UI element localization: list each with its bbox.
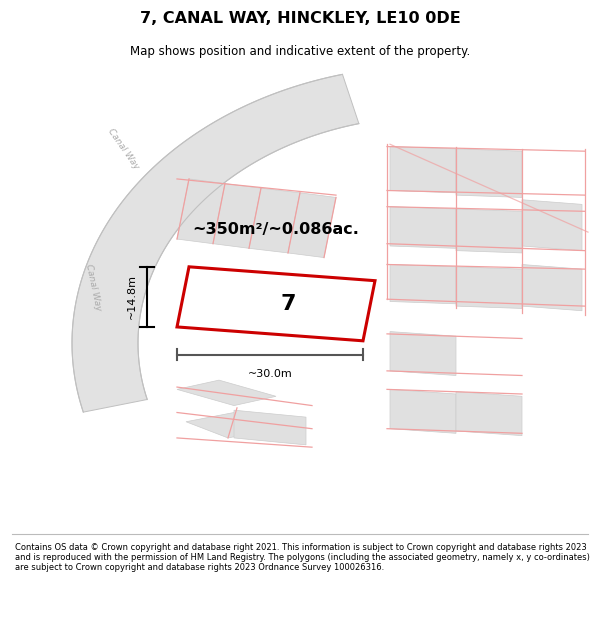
Text: ~350m²/~0.086ac.: ~350m²/~0.086ac. — [193, 222, 359, 238]
Text: 7, CANAL WAY, HINCKLEY, LE10 0DE: 7, CANAL WAY, HINCKLEY, LE10 0DE — [140, 11, 460, 26]
Text: Canal Way: Canal Way — [106, 127, 140, 171]
Text: Canal Way: Canal Way — [83, 263, 103, 312]
Polygon shape — [456, 209, 522, 253]
Polygon shape — [390, 146, 456, 192]
Text: Contains OS data © Crown copyright and database right 2021. This information is : Contains OS data © Crown copyright and d… — [15, 542, 590, 572]
Polygon shape — [390, 207, 456, 248]
Polygon shape — [288, 192, 336, 258]
Polygon shape — [249, 188, 300, 253]
Polygon shape — [522, 200, 582, 251]
Polygon shape — [177, 267, 375, 341]
Polygon shape — [186, 412, 276, 438]
Polygon shape — [213, 184, 261, 248]
Polygon shape — [177, 380, 276, 406]
Polygon shape — [390, 331, 456, 376]
Text: Map shows position and indicative extent of the property.: Map shows position and indicative extent… — [130, 45, 470, 58]
Polygon shape — [456, 267, 522, 308]
Polygon shape — [522, 264, 582, 311]
Polygon shape — [456, 392, 522, 436]
Polygon shape — [72, 74, 359, 412]
Polygon shape — [390, 389, 456, 433]
Polygon shape — [234, 410, 306, 445]
Polygon shape — [390, 264, 456, 304]
Text: ~30.0m: ~30.0m — [248, 369, 292, 379]
Text: 7: 7 — [280, 294, 296, 314]
Polygon shape — [456, 149, 522, 198]
Text: ~14.8m: ~14.8m — [127, 274, 137, 319]
Polygon shape — [177, 179, 225, 244]
